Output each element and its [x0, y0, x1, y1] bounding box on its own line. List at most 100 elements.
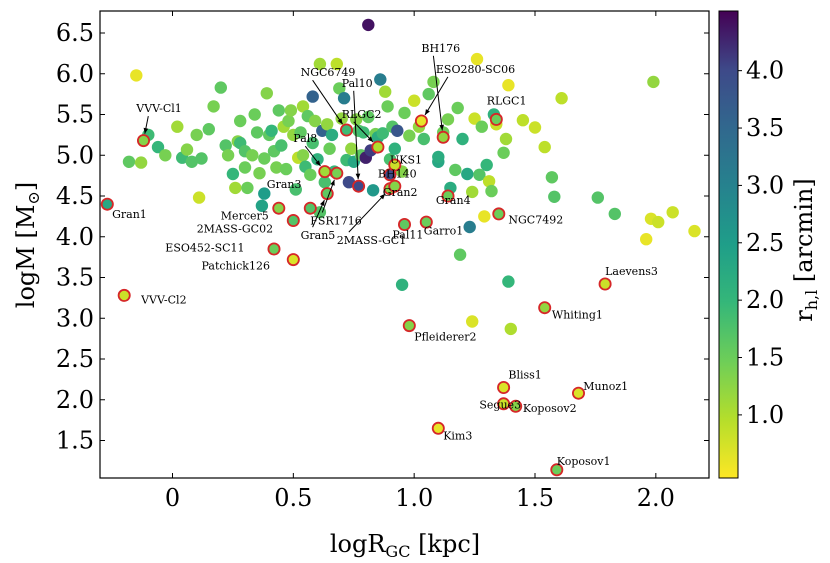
y-tick-label: 3.5	[56, 264, 94, 292]
annotation-label: Pfleiderer2	[414, 330, 476, 343]
colorbar-tick-label: 2.5	[746, 229, 784, 257]
highlighted-point-eso280-sc06	[414, 114, 428, 128]
data-point	[238, 161, 252, 174]
data-point	[451, 101, 464, 115]
annotation-arrowhead	[143, 127, 149, 134]
data-point	[502, 275, 515, 288]
highlighted-point-ngc7492	[492, 207, 506, 221]
annotation-label: Pal8	[293, 132, 317, 145]
data-point	[608, 207, 621, 221]
annotation-arrowhead	[367, 136, 374, 142]
data-point	[478, 210, 491, 223]
highlighted-point-rlgc1	[489, 112, 503, 126]
highlighted-point-ngc6749	[339, 123, 353, 137]
data-point	[417, 132, 430, 146]
annotation-label: Gran3	[267, 178, 302, 191]
annotation-arrowhead	[425, 109, 430, 115]
annotation-arrowhead	[355, 173, 361, 180]
data-point	[195, 152, 208, 165]
x-tick-label: 2.0	[637, 484, 675, 512]
annotation-label: NGC6749	[301, 66, 356, 79]
data-point	[258, 187, 271, 200]
x-axis-label: logRGC [kpc]	[330, 530, 480, 561]
data-point	[480, 158, 493, 172]
data-point	[502, 79, 515, 92]
data-point	[366, 184, 380, 197]
data-point	[640, 233, 653, 246]
annotation-label: Koposov1	[557, 455, 611, 468]
annotation-label: VVV-Cl1	[135, 102, 181, 115]
data-point	[258, 152, 271, 165]
annotation-label: Kim3	[443, 430, 472, 443]
colorbar-label: rh,l [arcmin]	[790, 178, 821, 321]
data-point	[202, 123, 215, 136]
y-tick-label: 6.5	[56, 19, 94, 47]
data-point	[647, 75, 660, 89]
data-point	[318, 176, 331, 189]
y-tick-label: 5.5	[56, 101, 94, 129]
highlighted-point-patchick126	[286, 253, 300, 267]
highlighted-point-gran3	[303, 201, 317, 215]
data-point	[374, 73, 387, 86]
data-point	[333, 82, 346, 95]
annotation-arrow	[312, 79, 344, 125]
data-point	[294, 126, 307, 139]
annotation-label: Whiting1	[552, 308, 603, 321]
highlighted-point-gran2	[388, 179, 402, 193]
data-point	[468, 112, 481, 125]
y-axis-label: logM [M⊙]	[12, 182, 43, 308]
data-point	[538, 140, 551, 154]
highlighted-point-pal10	[352, 179, 366, 193]
annotation-arrow	[424, 76, 449, 116]
annotation-arrowhead	[315, 160, 321, 166]
data-point	[362, 110, 375, 124]
data-point	[499, 132, 513, 146]
highlighted-point-gran1	[100, 197, 114, 211]
data-point	[688, 224, 701, 238]
data-point	[221, 149, 235, 162]
annotation-arrowhead	[320, 200, 325, 206]
annotation-label: Patchick126	[202, 259, 270, 272]
x-tick-label: 0.5	[274, 484, 312, 512]
data-point	[134, 156, 148, 169]
annotation-arrow	[348, 193, 386, 233]
y-tick-label: 1.5	[56, 427, 94, 455]
data-point	[304, 168, 317, 181]
data-point	[337, 92, 351, 105]
data-point	[398, 106, 411, 120]
highlighted-point-laevens3	[598, 277, 612, 291]
data-point	[362, 18, 375, 32]
colorbar-ticks: 1.0 1.5 2.0 2.5 3.0 3.5 4.0	[738, 57, 784, 429]
annotation-label: Laevens3	[605, 265, 658, 278]
data-point	[466, 185, 479, 199]
data-point	[497, 146, 510, 159]
annotation-arrowhead	[439, 124, 444, 131]
highlighted-point-rlgc2	[371, 140, 385, 154]
data-point	[391, 124, 404, 137]
data-point	[381, 100, 394, 113]
data-point	[248, 108, 261, 121]
plot-frame	[99, 10, 710, 479]
data-point	[325, 128, 339, 142]
annotation-label: RLGC2	[342, 108, 382, 121]
highlighted-point-koposov2	[509, 399, 523, 413]
data-point	[427, 75, 440, 89]
y-tick-label: 4.5	[56, 182, 94, 210]
data-point	[130, 69, 143, 82]
highlighted-point-mercer5	[272, 201, 286, 215]
data-point	[282, 114, 295, 128]
annotation-arrowhead	[379, 193, 386, 200]
data-point	[313, 57, 327, 71]
data-point	[306, 136, 319, 150]
highlighted-point-kim3	[431, 421, 445, 435]
annotation-label: Segue3	[479, 399, 521, 412]
data-point	[279, 162, 293, 176]
annotation-label: FSR1716	[310, 215, 361, 228]
data-point	[548, 190, 561, 203]
highlighted-point-bh176	[436, 130, 450, 144]
highlighted-point-gran4	[441, 189, 455, 203]
highlighted-point-eso452-sc11	[267, 242, 281, 256]
data-point	[253, 167, 266, 180]
data-point	[270, 161, 283, 174]
annotation-arrow	[353, 90, 359, 180]
